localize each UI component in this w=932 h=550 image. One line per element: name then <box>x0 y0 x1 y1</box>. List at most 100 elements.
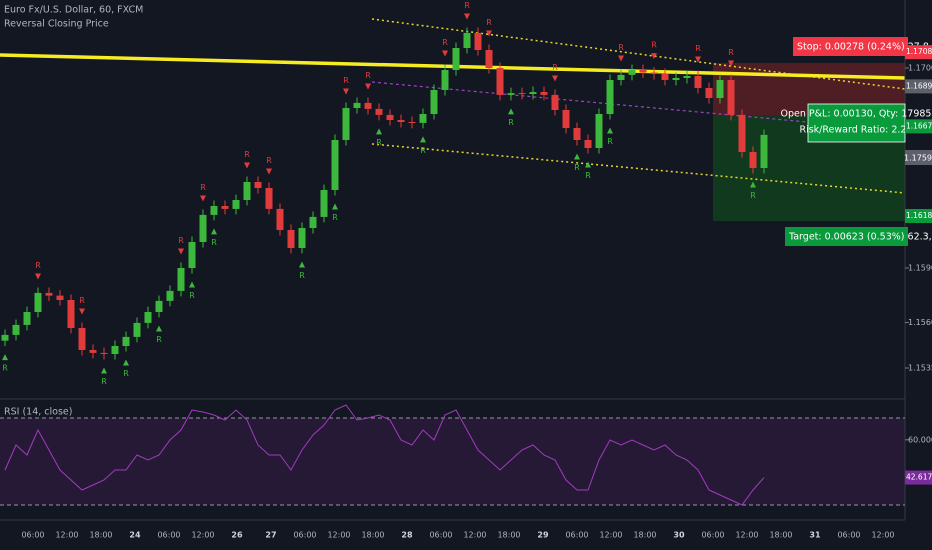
signal-label: R <box>695 44 701 53</box>
price-label-box <box>905 209 932 223</box>
candle-body <box>1 334 9 341</box>
signal-arrow <box>266 168 272 175</box>
signal-arrow <box>332 203 338 210</box>
candle-body <box>89 350 97 353</box>
x-tick-label: 12:00 <box>463 531 486 540</box>
signal-label: R <box>552 63 558 72</box>
candle-body <box>364 102 372 109</box>
price-label: 1.16679 <box>906 121 932 130</box>
candle-body <box>485 50 493 68</box>
candle-body <box>628 70 636 75</box>
candle-body <box>749 152 757 168</box>
candle-body <box>529 92 537 94</box>
signal-arrow <box>464 13 470 20</box>
x-tick-label: 12:00 <box>55 531 78 540</box>
signal-label: R <box>486 18 492 27</box>
x-tick-label: 29 <box>537 531 549 540</box>
candle-body <box>551 94 559 110</box>
candle-body <box>617 74 625 80</box>
x-tick-label: 06:00 <box>701 531 724 540</box>
candle-body <box>243 182 251 200</box>
candle-body <box>606 80 614 114</box>
candle-body <box>584 140 592 148</box>
pnl-label: Open P&L: 0.00130, Qty: 17985 <box>781 109 932 120</box>
y-tick-label: 60.0000 <box>908 435 932 444</box>
candle-body <box>166 290 174 301</box>
candle-body <box>342 108 350 140</box>
signal-label: R <box>2 364 8 373</box>
signal-arrow <box>343 88 349 95</box>
x-tick-label: 18:00 <box>361 531 384 540</box>
pnl-box <box>807 103 906 143</box>
candle-body <box>705 88 713 98</box>
price-label-box <box>905 45 932 60</box>
rsi-value-label: 42.6179 <box>906 473 932 482</box>
candle-body <box>738 114 746 152</box>
price-label-box <box>905 79 932 94</box>
signal-arrow <box>200 195 206 202</box>
candle-body <box>694 76 702 88</box>
x-tick-label: 06:00 <box>21 531 44 540</box>
y-tick-label: 1.15600 <box>908 318 932 327</box>
candle-body <box>496 68 504 95</box>
signal-arrow <box>244 162 250 169</box>
x-tick-label: 12:00 <box>599 531 622 540</box>
rsi-value-box <box>905 470 932 485</box>
signal-label: R <box>79 296 85 305</box>
price-label: 1.17087 <box>906 47 932 56</box>
y-tick-label: 1.15900 <box>908 264 932 273</box>
signal-arrow <box>651 53 657 60</box>
candle-body <box>672 78 680 80</box>
candle-body <box>100 352 108 354</box>
y-tick-label: 1.15350 <box>908 364 932 373</box>
candle-body <box>419 114 427 123</box>
candle-body <box>441 70 449 90</box>
candle-body <box>45 292 53 296</box>
x-tick-label: 12:00 <box>871 531 894 540</box>
candle-body <box>408 122 416 123</box>
signal-arrow <box>211 228 217 235</box>
signal-label: R <box>508 118 514 127</box>
x-tick-label: 12:00 <box>327 531 350 540</box>
x-tick-label: 12:00 <box>191 531 214 540</box>
candle-body <box>232 200 240 209</box>
candle-body <box>331 140 339 190</box>
x-tick-label: 12:00 <box>735 531 758 540</box>
x-tick-label: 27 <box>265 531 276 540</box>
signal-label: R <box>442 38 448 47</box>
signal-label: R <box>420 146 426 155</box>
x-tick-label: 18:00 <box>633 531 656 540</box>
signal-arrow <box>486 30 492 37</box>
candle-body <box>133 322 141 337</box>
candle-body <box>463 32 471 48</box>
y-tick-label: 1.17000 <box>908 64 932 73</box>
x-tick-label: 26 <box>231 531 243 540</box>
candle-body <box>199 214 207 242</box>
chart-title: Euro Fx/U.S. Dollar, 60, FXCM <box>4 5 143 16</box>
x-tick-label: 06:00 <box>837 531 860 540</box>
candle-body <box>639 70 647 73</box>
candle-body <box>265 188 273 209</box>
signal-arrow <box>299 261 305 268</box>
target-label: Target: 0.00623 (0.53%) 62.3, Amount: 11 <box>788 232 932 243</box>
candle-body <box>144 312 152 323</box>
candle-body <box>276 208 284 230</box>
signal-label: R <box>299 271 305 280</box>
candle-body <box>177 268 185 291</box>
candle-body <box>298 228 306 248</box>
signal-label: R <box>156 335 162 344</box>
target-box <box>785 227 908 246</box>
signal-label: R <box>618 43 624 52</box>
indicator-title: Reversal Closing Price <box>4 19 109 30</box>
candle-body <box>760 134 768 168</box>
signal-arrow <box>585 161 591 168</box>
signal-label: R <box>585 171 591 180</box>
signal-label: R <box>574 163 580 172</box>
candle-body <box>452 48 460 70</box>
signal-arrow <box>420 136 426 143</box>
candle-body <box>474 32 482 50</box>
candle-body <box>683 76 691 78</box>
signal-arrow <box>750 181 756 188</box>
signal-arrow <box>365 83 371 90</box>
